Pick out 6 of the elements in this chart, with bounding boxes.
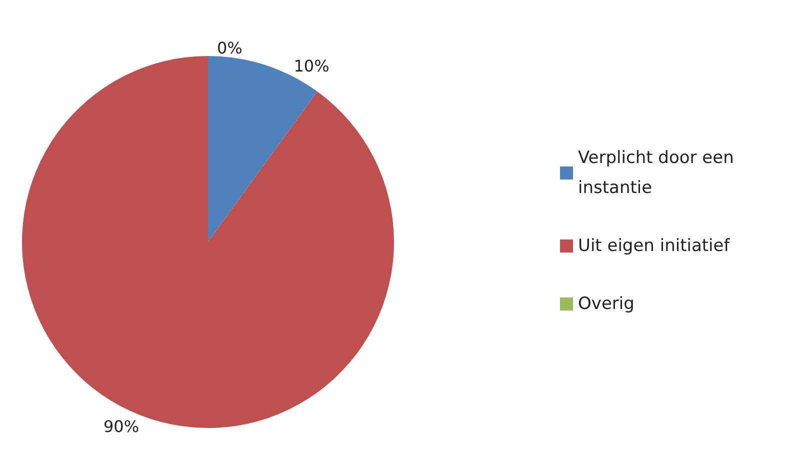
legend-label: Uit eigen initiatief [578, 236, 731, 256]
text: 0% [217, 38, 242, 58]
legend-label: Verplicht door een instantie [578, 148, 740, 198]
data-label: 90% [103, 417, 140, 436]
legend-label: Overig [578, 294, 634, 314]
data-label: 10% [294, 56, 330, 76]
